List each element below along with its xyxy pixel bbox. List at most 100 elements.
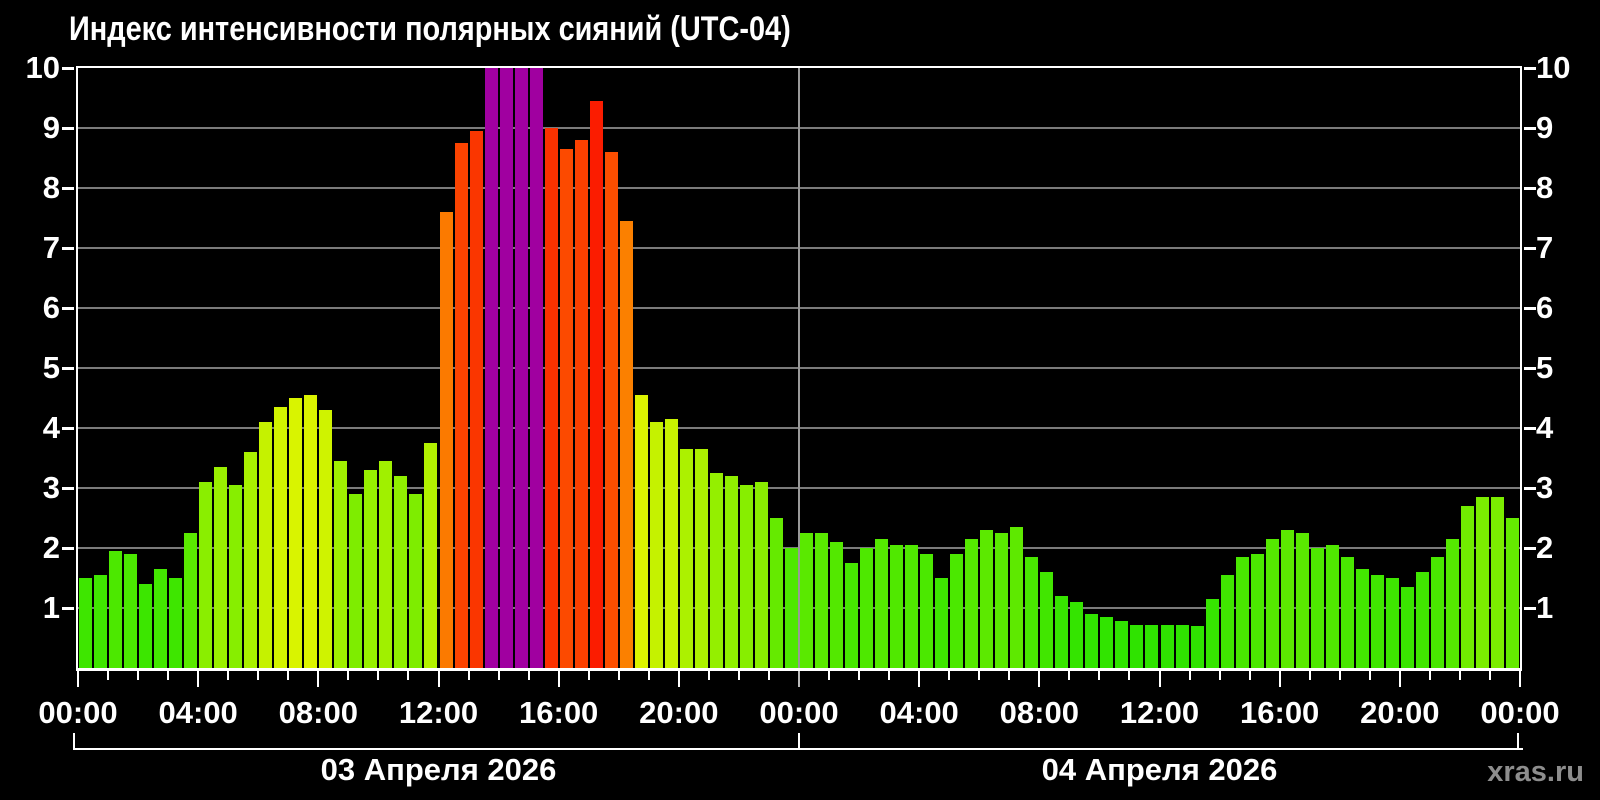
x-tick-minor bbox=[287, 671, 290, 680]
bar bbox=[199, 482, 213, 668]
bar bbox=[980, 530, 994, 668]
bar bbox=[920, 554, 934, 668]
x-tick-minor bbox=[107, 671, 110, 680]
y-label-left-1: 1 bbox=[42, 590, 60, 625]
bar bbox=[274, 407, 288, 668]
bar bbox=[995, 533, 1009, 668]
bar bbox=[890, 545, 904, 668]
bar bbox=[229, 485, 243, 668]
bar bbox=[709, 473, 723, 668]
bar bbox=[649, 422, 663, 668]
bar bbox=[289, 398, 303, 668]
x-tick-minor bbox=[257, 671, 260, 680]
bar bbox=[469, 131, 483, 668]
x-tick-minor bbox=[948, 671, 951, 680]
x-tick-minor bbox=[347, 671, 350, 680]
bar bbox=[1160, 625, 1174, 668]
bar bbox=[439, 212, 453, 668]
bar bbox=[1070, 602, 1084, 668]
x-tick-minor bbox=[1188, 671, 1191, 680]
bar bbox=[1175, 625, 1189, 668]
bar bbox=[484, 68, 498, 668]
y-tick-left-1 bbox=[62, 606, 74, 610]
bar bbox=[860, 548, 874, 668]
bar bbox=[154, 569, 168, 668]
y-tick-right-7 bbox=[1524, 246, 1536, 250]
x-label-2000-5: 20:00 bbox=[639, 695, 719, 730]
y-label-left-7: 7 bbox=[42, 230, 60, 265]
bar bbox=[1220, 575, 1234, 668]
bar bbox=[1025, 557, 1039, 668]
bar bbox=[1355, 569, 1369, 668]
x-tick-major bbox=[1519, 671, 1521, 687]
bar bbox=[1415, 572, 1429, 668]
y-label-right-9: 9 bbox=[1536, 110, 1554, 145]
bar bbox=[394, 476, 408, 668]
y-tick-right-9 bbox=[1524, 126, 1536, 130]
y-label-right-5: 5 bbox=[1536, 350, 1554, 385]
y-tick-left-6 bbox=[62, 306, 74, 310]
bar bbox=[754, 482, 768, 668]
bar bbox=[1385, 578, 1399, 668]
bar bbox=[499, 68, 513, 668]
y-tick-left-5 bbox=[62, 366, 74, 370]
y-label-right-4: 4 bbox=[1536, 410, 1554, 445]
bracket-tick bbox=[798, 733, 800, 750]
y-label-right-8: 8 bbox=[1536, 170, 1554, 205]
chart-title: Индекс интенсивности полярных сияний (UT… bbox=[69, 10, 791, 48]
bar bbox=[1445, 539, 1459, 668]
y-label-left-2: 2 bbox=[42, 530, 60, 565]
bar bbox=[169, 578, 183, 668]
bracket-tick bbox=[73, 733, 75, 750]
x-tick-minor bbox=[1308, 671, 1311, 680]
bar bbox=[559, 149, 573, 668]
y-label-right-7: 7 bbox=[1536, 230, 1554, 265]
date-label-day2: 04 Апреля 2026 bbox=[1041, 752, 1278, 787]
y-tick-right-5 bbox=[1524, 366, 1536, 370]
x-tick-major bbox=[798, 671, 800, 687]
x-tick-minor bbox=[1068, 671, 1071, 680]
x-label-1600-10: 16:00 bbox=[1240, 695, 1320, 730]
y-label-left-9: 9 bbox=[42, 110, 60, 145]
x-tick-major bbox=[77, 671, 79, 687]
x-tick-major bbox=[197, 671, 200, 687]
bar bbox=[1310, 548, 1324, 668]
x-label-2000-11: 20:00 bbox=[1360, 695, 1440, 730]
bar bbox=[79, 578, 93, 668]
x-tick-minor bbox=[497, 671, 500, 680]
bar bbox=[334, 461, 348, 668]
x-tick-major bbox=[677, 671, 680, 687]
bar bbox=[139, 584, 153, 668]
bar bbox=[1115, 621, 1129, 668]
y-tick-left-2 bbox=[62, 546, 74, 550]
x-tick-minor bbox=[828, 671, 831, 680]
x-tick-minor bbox=[767, 671, 770, 680]
x-tick-minor bbox=[167, 671, 170, 680]
y-label-right-3: 3 bbox=[1536, 470, 1554, 505]
x-tick-major bbox=[1038, 671, 1041, 687]
bar bbox=[619, 221, 633, 668]
bar bbox=[664, 419, 678, 668]
x-tick-minor bbox=[377, 671, 380, 680]
x-tick-major bbox=[1158, 671, 1161, 687]
x-tick-minor bbox=[737, 671, 740, 680]
x-tick-minor bbox=[137, 671, 140, 680]
bar bbox=[424, 443, 438, 668]
bar bbox=[694, 449, 708, 668]
x-tick-minor bbox=[1488, 671, 1491, 680]
x-tick-major bbox=[317, 671, 320, 687]
y-tick-left-4 bbox=[62, 426, 74, 430]
bar bbox=[769, 518, 783, 668]
y-label-left-5: 5 bbox=[42, 350, 60, 385]
x-label-0000-12: 00:00 bbox=[1480, 695, 1560, 730]
bar bbox=[950, 554, 964, 668]
x-tick-minor bbox=[527, 671, 530, 680]
bar bbox=[634, 395, 648, 668]
x-label-0800-2: 08:00 bbox=[278, 695, 358, 730]
x-tick-minor bbox=[647, 671, 650, 680]
y-tick-right-10 bbox=[1524, 66, 1536, 70]
bar bbox=[965, 539, 979, 668]
bar bbox=[1250, 554, 1264, 668]
x-tick-minor bbox=[467, 671, 470, 680]
